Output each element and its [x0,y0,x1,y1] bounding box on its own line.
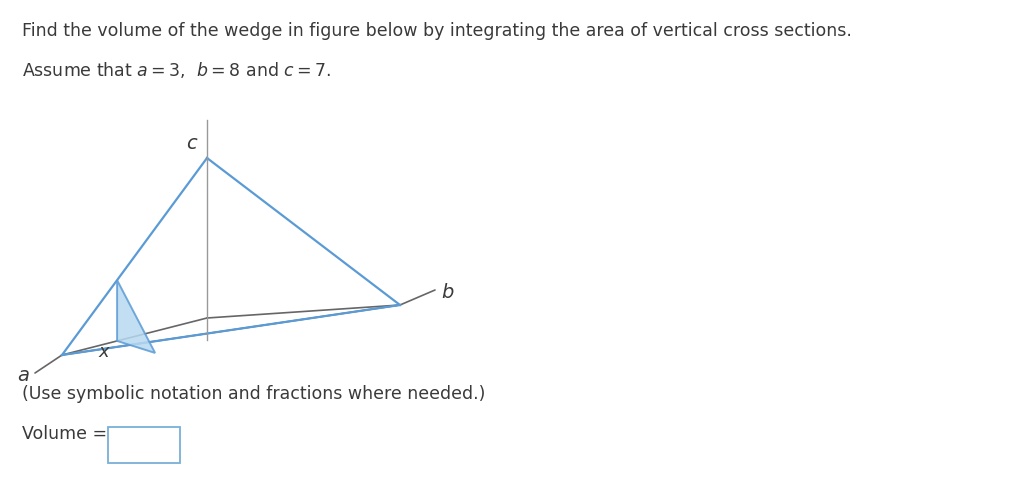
Text: a: a [17,366,29,385]
Text: c: c [186,134,197,153]
Polygon shape [117,280,155,353]
Text: Find the volume of the wedge in figure below by integrating the area of vertical: Find the volume of the wedge in figure b… [22,22,852,40]
Text: b: b [441,283,454,301]
Text: Assume that $a = 3$,  $b = 8$ and $c = 7$.: Assume that $a = 3$, $b = 8$ and $c = 7$… [22,60,331,80]
Text: x: x [98,343,110,361]
Text: (Use symbolic notation and fractions where needed.): (Use symbolic notation and fractions whe… [22,385,485,403]
Bar [108,427,180,463]
Text: Volume =: Volume = [22,425,113,443]
